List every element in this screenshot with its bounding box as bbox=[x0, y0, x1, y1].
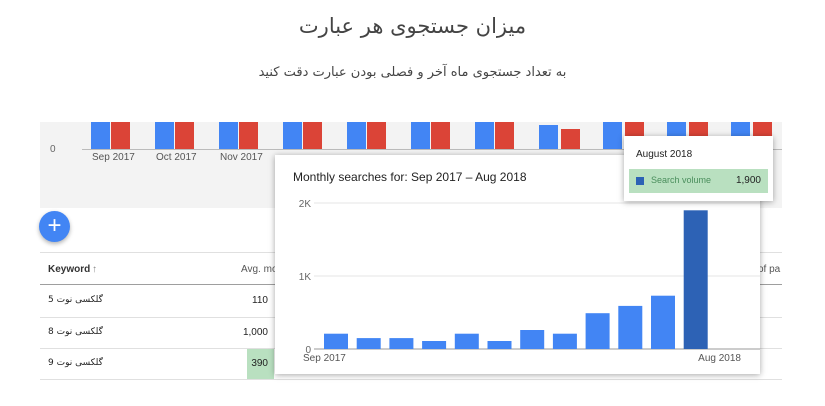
avg-monthly-column-header[interactable]: Avg. mo bbox=[241, 264, 278, 275]
keyword-cell: گلکسی نوت 9 bbox=[48, 358, 103, 368]
comparison-chart-zero-label: 0 bbox=[50, 144, 56, 155]
series-swatch-icon bbox=[636, 177, 644, 185]
comparison-chart-x-label: Nov 2017 bbox=[220, 152, 263, 163]
monthly-searches-chart: 0 1K 2K Sep 2017 Aug 2018 bbox=[299, 199, 760, 364]
right-column-header[interactable]: of pa bbox=[758, 264, 781, 275]
chart-bar[interactable] bbox=[389, 338, 414, 349]
comparison-bar bbox=[303, 122, 322, 149]
comparison-bar bbox=[475, 122, 494, 149]
keyword-cell: گلکسی نوت 5 bbox=[48, 295, 103, 305]
chart-bar[interactable] bbox=[324, 333, 348, 349]
chart-bar[interactable] bbox=[520, 330, 545, 349]
chart-bar[interactable] bbox=[454, 333, 479, 349]
comparison-bar bbox=[539, 125, 558, 149]
avg-monthly-cell: 110 bbox=[252, 295, 268, 306]
chart-bar[interactable] bbox=[552, 333, 577, 349]
row-divider bbox=[40, 379, 782, 380]
chart-bar[interactable] bbox=[487, 341, 512, 349]
comparison-bar bbox=[495, 122, 514, 149]
comparison-bar bbox=[431, 122, 450, 149]
comparison-bar bbox=[283, 122, 302, 149]
comparison-chart-axis bbox=[82, 149, 782, 150]
chart-bar[interactable] bbox=[651, 295, 675, 349]
avg-monthly-cell: 390 bbox=[251, 358, 268, 369]
chart-bar[interactable] bbox=[422, 341, 447, 349]
comparison-chart-x-label: Sep 2017 bbox=[92, 152, 135, 163]
comparison-bar bbox=[111, 122, 130, 149]
comparison-bar bbox=[561, 129, 580, 149]
comparison-bar bbox=[91, 122, 110, 149]
x-tick-label: Aug 2018 bbox=[698, 353, 741, 364]
avg-monthly-cell: 1,000 bbox=[242, 327, 268, 338]
sort-arrow-icon[interactable]: ↑ bbox=[92, 264, 97, 275]
tooltip-value: 1,900 bbox=[735, 175, 761, 186]
tooltip-title: August 2018 bbox=[636, 149, 693, 160]
tooltip-row: Search volume 1,900 bbox=[629, 169, 768, 193]
x-tick-label: Sep 2017 bbox=[303, 353, 346, 364]
comparison-bar bbox=[155, 122, 174, 149]
chart-bar[interactable] bbox=[356, 338, 381, 349]
y-tick-label: 1K bbox=[299, 272, 312, 283]
value-highlight bbox=[247, 348, 274, 379]
comparison-bar bbox=[219, 122, 238, 149]
keyword-cell: گلکسی نوت 8 bbox=[48, 327, 103, 337]
add-button[interactable]: + bbox=[39, 211, 70, 242]
comparison-chart-x-label: Oct 2017 bbox=[156, 152, 197, 163]
chart-tooltip: August 2018 Search volume 1,900 bbox=[624, 136, 773, 201]
tooltip-series-label: Search volume bbox=[651, 175, 712, 185]
y-tick-label: 0 bbox=[305, 345, 311, 356]
page-subtitle: به تعداد جستجوی ماه آخر و فصلی بودن عبار… bbox=[258, 65, 567, 80]
comparison-bar bbox=[347, 122, 366, 149]
y-tick-label: 2K bbox=[299, 199, 312, 210]
comparison-bar bbox=[239, 122, 258, 149]
keyword-column-header[interactable]: Keyword bbox=[48, 264, 91, 275]
comparison-bar bbox=[367, 122, 386, 149]
comparison-bar bbox=[603, 122, 622, 149]
page-title: میزان جستجوی هر عبارت bbox=[298, 14, 527, 38]
comparison-bar bbox=[411, 122, 430, 149]
comparison-bar bbox=[175, 122, 194, 149]
popup-title: Monthly searches for: Sep 2017 – Aug 201… bbox=[293, 170, 527, 184]
chart-bar[interactable] bbox=[683, 210, 708, 349]
chart-bar[interactable] bbox=[618, 305, 643, 349]
chart-bar[interactable] bbox=[585, 313, 610, 349]
